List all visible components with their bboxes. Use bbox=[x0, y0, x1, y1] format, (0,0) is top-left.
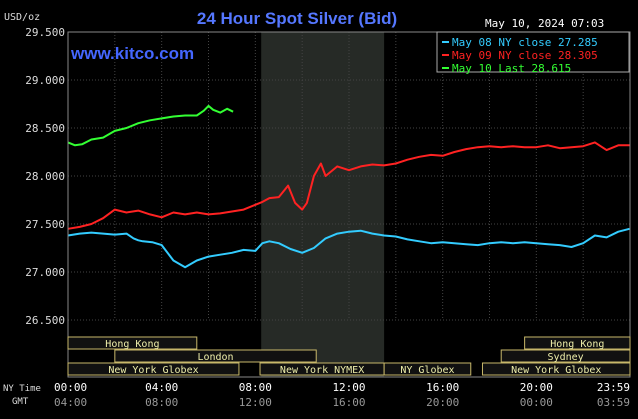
session-label: London bbox=[197, 352, 233, 363]
y-axis-unit-label: USD/oz bbox=[4, 12, 40, 23]
series-line-2 bbox=[67, 141, 630, 230]
session-label: New York Globex bbox=[108, 365, 198, 376]
session-bar bbox=[114, 349, 317, 363]
session-bar bbox=[67, 336, 198, 350]
session-bar bbox=[67, 362, 240, 376]
chart-title: 24 Hour Spot Silver (Bid) bbox=[197, 9, 397, 28]
y-tick-label: 27.500 bbox=[25, 218, 65, 231]
y-tick-label: 29.500 bbox=[25, 26, 65, 39]
y-tick-label: 29.000 bbox=[25, 74, 65, 87]
y-tick-label: 28.500 bbox=[25, 122, 65, 135]
session-label: Sydney bbox=[548, 352, 584, 363]
gmt-tick-label: 12:00 bbox=[239, 396, 272, 409]
ny-time-tick-label: 00:00 bbox=[54, 381, 87, 394]
session-label: New York Globex bbox=[511, 365, 601, 376]
plot-frame bbox=[67, 31, 631, 378]
gmt-tick-label: 08:00 bbox=[145, 396, 178, 409]
session-label: Hong Kong bbox=[105, 339, 159, 350]
legend-box bbox=[436, 31, 630, 73]
ny-time-tick-label: 16:00 bbox=[426, 381, 459, 394]
legend-entry: May 10 Last 28.615 bbox=[452, 62, 571, 75]
y-axis-ticks: 29.500 29.000 28.500 28.000 27.500 27.000 26.5… bbox=[25, 26, 65, 327]
gmt-tick-label: 20:00 bbox=[426, 396, 459, 409]
legend-entry: May 08 NY close 27.285 bbox=[452, 36, 598, 49]
y-tick-label: 27.000 bbox=[25, 266, 65, 279]
timestamp: May 10, 2024 07:03 bbox=[485, 17, 604, 30]
session-bar bbox=[524, 336, 631, 350]
ny-time-tick-label: 20:00 bbox=[520, 381, 553, 394]
session-label: Hong Kong bbox=[550, 339, 604, 350]
ny-time-tick-label: 23:59 bbox=[597, 381, 630, 394]
gmt-label: GMT bbox=[12, 397, 29, 407]
session-label: NY Globex bbox=[400, 365, 454, 376]
session-bar bbox=[481, 362, 631, 376]
x-axis: NY Time GMT 00:00 04:00 04:00 08:00 08:00 12:00… bbox=[3, 381, 630, 409]
grid bbox=[68, 31, 630, 321]
ny-time-label: NY Time bbox=[3, 384, 41, 394]
session-label: New York NYMEX bbox=[280, 365, 364, 376]
nymex-session-shading bbox=[261, 32, 385, 377]
legend-entry: May 09 NY close 28.305 bbox=[452, 49, 598, 62]
gmt-tick-label: 16:00 bbox=[332, 396, 365, 409]
gmt-tick-label: 00:00 bbox=[520, 396, 553, 409]
series-line-3 bbox=[67, 104, 234, 147]
y-tick-label: 26.500 bbox=[25, 314, 65, 327]
y-tick-label: 28.000 bbox=[25, 170, 65, 183]
session-bar bbox=[383, 362, 472, 376]
ny-time-tick-label: 12:00 bbox=[332, 381, 365, 394]
ny-time-tick-label: 08:00 bbox=[239, 381, 272, 394]
gmt-tick-label: 04:00 bbox=[54, 396, 87, 409]
session-bar bbox=[500, 349, 631, 363]
ny-time-tick-label: 04:00 bbox=[145, 381, 178, 394]
gmt-tick-label: 03:59 bbox=[597, 396, 630, 409]
series-line-1 bbox=[67, 227, 630, 269]
trading-sessions: Hong Kong Hong Kong London Sydney New York G… bbox=[67, 336, 631, 376]
watermark-text: www.kitco.com bbox=[70, 44, 194, 63]
series-layer bbox=[67, 104, 630, 269]
